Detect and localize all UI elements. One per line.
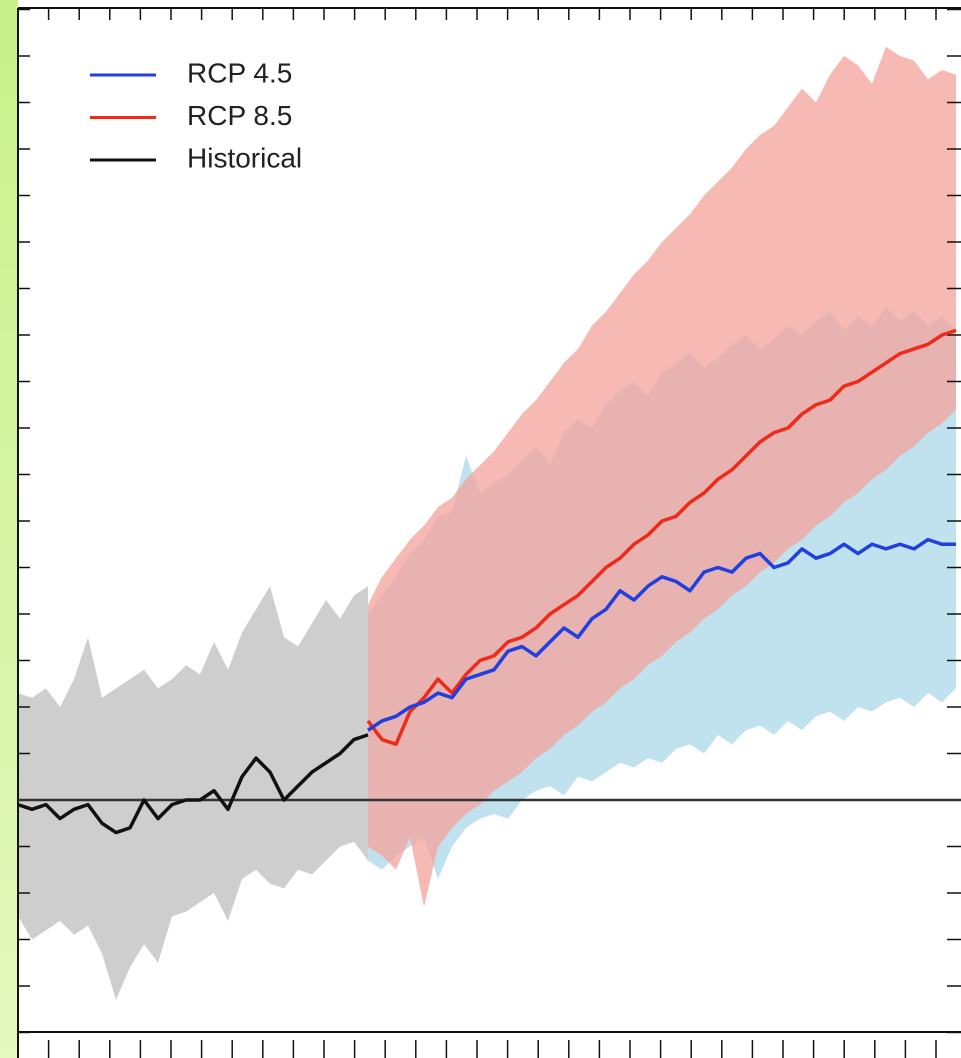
series-line <box>366 328 957 746</box>
ensemble-band <box>368 46 956 907</box>
plot-area: RCP 4.5 RCP 8.5 Historical <box>17 7 961 1058</box>
legend-label: RCP 4.5 <box>187 57 292 88</box>
series-line <box>17 733 369 835</box>
side-strip <box>0 0 18 1058</box>
series-line <box>367 537 956 732</box>
legend-label: Historical <box>187 142 302 173</box>
ensemble-band <box>18 586 368 1000</box>
legend-label: RCP 8.5 <box>187 100 292 131</box>
